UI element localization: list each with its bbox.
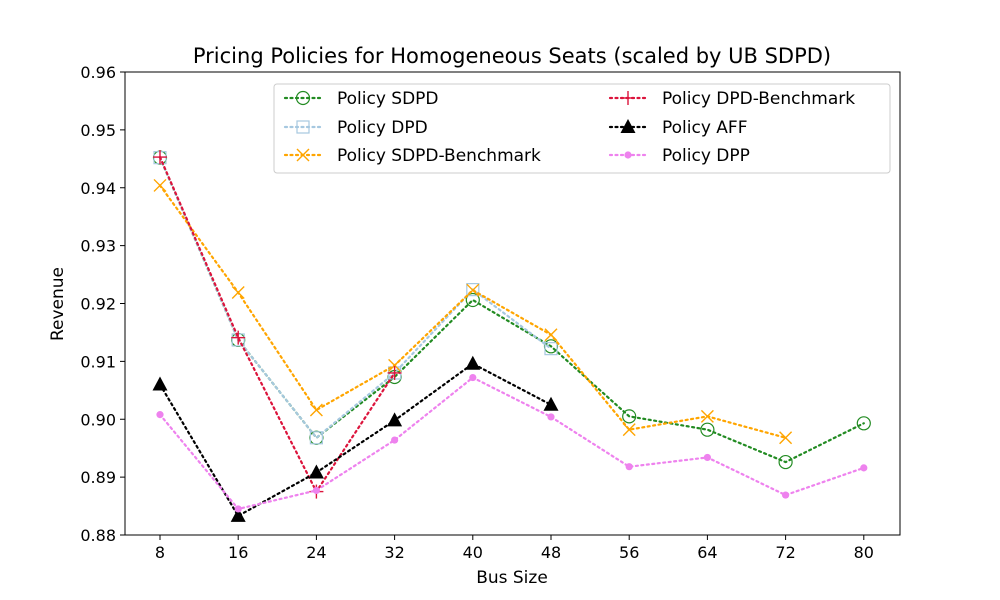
data-point-policy-aff (308, 464, 324, 479)
series-policy-dpp (156, 373, 868, 513)
series-line-policy-dpp (158, 376, 865, 511)
x-tick-label: 8 (155, 543, 165, 562)
y-tick-label: 0.94 (80, 179, 116, 198)
legend: Policy SDPD Policy DPD Policy SDPD-Benchma… (273, 83, 891, 174)
legend-marker (624, 151, 632, 159)
legend-marker (295, 90, 311, 106)
data-point-policy-aff (152, 376, 168, 391)
data-point-policy-aff (465, 355, 481, 370)
y-tick-label: 0.96 (80, 63, 116, 82)
data-point-policy-sdpd (465, 292, 480, 308)
data-point-policy-sdpd (622, 409, 637, 424)
data-point-policy-dpp (312, 486, 320, 495)
x-tick-label: 40 (463, 543, 483, 562)
series-policy-dpd (153, 151, 558, 445)
data-point-policy-dpd (466, 283, 480, 297)
chart-title: Pricing Policies for Homogeneous Seats (… (193, 44, 831, 68)
data-point-policy-dpp (391, 436, 399, 444)
data-point-policy-sdpd (778, 454, 793, 470)
data-point-policy-dpp (782, 491, 790, 499)
y-tick-label: 0.89 (80, 468, 116, 487)
series-line-policy-sdpd (158, 156, 865, 464)
y-tick-label: 0.93 (80, 237, 116, 256)
legend-label: Policy SDPD-Benchmark (337, 146, 541, 166)
data-point-policy-aff (543, 396, 559, 411)
series-policy-sdpd-benchmark (153, 178, 793, 445)
data-point-policy-sdpd-benchmark (544, 328, 558, 342)
x-tick-label: 80 (854, 543, 874, 562)
data-point-policy-sdpd (700, 422, 715, 437)
y-axis-label: Revenue (48, 267, 68, 341)
x-tick-label: 48 (541, 543, 561, 562)
x-tick-label: 64 (697, 543, 717, 562)
legend-label: Policy DPD (337, 118, 428, 138)
data-point-policy-dpd-benchmark (231, 330, 246, 345)
data-point-policy-dpd (309, 431, 323, 445)
data-point-policy-dpd (544, 342, 558, 356)
data-point-policy-aff (387, 412, 403, 427)
data-point-policy-dpp (234, 505, 242, 513)
y-tick-label: 0.90 (80, 410, 116, 429)
data-point-policy-sdpd-benchmark (309, 403, 323, 417)
data-point-policy-sdpd-benchmark (466, 283, 480, 297)
legend-item-policy-dpd-benchmark: Policy DPD-Benchmark (608, 89, 855, 109)
data-point-policy-dpd-benchmark (387, 365, 402, 380)
data-point-policy-sdpd-benchmark (153, 178, 167, 192)
legend-label: Policy AFF (662, 118, 748, 138)
data-point-policy-sdpd-benchmark (388, 358, 402, 372)
data-point-policy-dpp (703, 453, 712, 462)
data-point-policy-dpp (156, 411, 164, 419)
legend-box (273, 83, 891, 174)
x-tick-label: 24 (306, 543, 326, 562)
legend-marker (296, 148, 310, 162)
data-point-policy-dpp (625, 463, 633, 471)
data-point-policy-sdpd-benchmark (231, 286, 245, 299)
legend-item-policy-dpd: Policy DPD (283, 118, 428, 138)
data-point-policy-dpp (469, 373, 477, 382)
x-tick-label: 72 (775, 543, 795, 562)
legend-item-policy-dpp: Policy DPP (608, 146, 750, 166)
legend-marker (620, 119, 636, 133)
legend-marker (296, 120, 310, 134)
data-point-policy-sdpd-benchmark (700, 409, 714, 423)
x-axis-label: Bus Size (476, 568, 548, 588)
legend-label: Policy DPP (662, 146, 750, 166)
y-tick-label: 0.95 (80, 121, 116, 140)
x-tick-label: 56 (619, 543, 639, 562)
legend-item-policy-sdpd: Policy SDPD (283, 89, 439, 109)
series-line-policy-sdpd-benchmark (158, 184, 787, 439)
legend-item-policy-sdpd-benchmark: Policy SDPD-Benchmark (283, 146, 541, 166)
series-line-policy-dpd-benchmark (158, 155, 396, 494)
legend-marker (621, 91, 635, 105)
x-tick-label: 32 (384, 543, 404, 562)
series-policy-sdpd (152, 150, 871, 470)
y-tick-label: 0.92 (80, 295, 116, 314)
data-point-policy-sdpd-benchmark (779, 431, 793, 445)
series-policy-aff (152, 355, 559, 522)
legend-label: Policy SDPD (337, 89, 439, 109)
plot-area: 8 16 24 32 40 48 56 64 72 80 0.88 0.89 0.90 0.91 0.92 0… (80, 63, 901, 562)
legend-label: Policy DPD-Benchmark (662, 89, 855, 109)
data-point-policy-sdpd (856, 416, 871, 431)
series-line-policy-aff (158, 362, 553, 518)
data-point-policy-sdpd-benchmark (622, 423, 636, 437)
data-point-policy-dpp (860, 464, 868, 472)
legend-item-policy-aff: Policy AFF (608, 118, 748, 138)
data-point-policy-dpd-benchmark (153, 150, 167, 165)
series-policy-dpd-benchmark (153, 150, 402, 499)
y-tick-label: 0.91 (80, 352, 116, 371)
y-tick-label: 0.88 (80, 526, 116, 545)
data-point-policy-dpp (547, 413, 555, 421)
series-line-policy-dpd (158, 156, 553, 440)
data-point-policy-aff (230, 507, 246, 522)
x-tick-label: 16 (228, 543, 248, 562)
